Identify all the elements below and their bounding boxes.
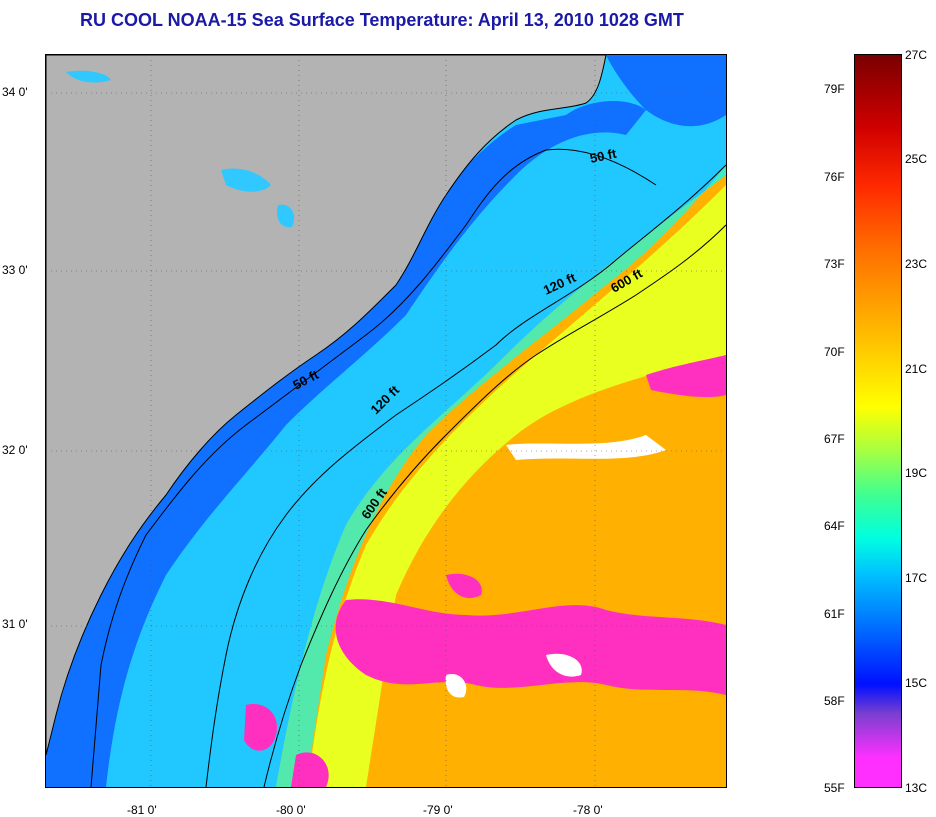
colorbar-f-61: 61F bbox=[824, 607, 845, 621]
inland-lake-3 bbox=[66, 70, 111, 83]
colorbar-f-67: 67F bbox=[824, 432, 845, 446]
colorbar-c-17: 17C bbox=[905, 571, 928, 585]
no-data-areas bbox=[445, 435, 666, 698]
ocean-yellow-band bbox=[308, 175, 726, 787]
colorbar-c-25: 25C bbox=[905, 152, 928, 166]
temperature-colorbar bbox=[854, 54, 902, 788]
sst-map[interactable]: 50 ft 50 ft 120 ft 120 ft 600 ft 600 ft bbox=[45, 54, 727, 788]
colorbar-f-58: 58F bbox=[824, 694, 845, 708]
lat-label-33: 33 0' bbox=[2, 263, 28, 277]
lon-label-78: -78 0' bbox=[573, 803, 603, 817]
colorbar-f-76: 76F bbox=[824, 170, 845, 184]
ocean-nearshore-blue bbox=[46, 100, 646, 787]
lat-label-34: 34 0' bbox=[2, 85, 28, 99]
lon-label-81: -81 0' bbox=[127, 803, 157, 817]
colorbar-c-19: 19C bbox=[905, 466, 928, 480]
contour-120ft bbox=[205, 164, 726, 787]
lat-label-32: 32 0' bbox=[2, 443, 28, 457]
colorbar-f-73: 73F bbox=[824, 257, 845, 271]
land-mass bbox=[46, 55, 607, 756]
colorbar-c-15: 15C bbox=[905, 676, 928, 690]
colorbar-f-64: 64F bbox=[824, 519, 845, 533]
ocean-northeast-blue bbox=[606, 55, 726, 127]
inland-lake bbox=[221, 168, 271, 192]
colorbar-c-23: 23C bbox=[905, 257, 928, 271]
colorbar-c-13: 13C bbox=[905, 781, 928, 795]
contour-label-50ft-north: 50 ft bbox=[589, 146, 619, 166]
colorbar-c-27: 27C bbox=[905, 48, 928, 62]
colorbar-f-70: 70F bbox=[824, 345, 845, 359]
inland-lake-2 bbox=[276, 204, 295, 228]
colorbar-f-55: 55F bbox=[824, 781, 845, 795]
lat-label-31: 31 0' bbox=[2, 617, 28, 631]
grid-lines bbox=[46, 55, 726, 787]
colorbar-c-21: 21C bbox=[905, 362, 928, 376]
contour-600ft bbox=[263, 224, 726, 787]
colorbar-f-79: 79F bbox=[824, 82, 845, 96]
contour-50ft bbox=[90, 148, 657, 787]
map-title: RU COOL NOAA-15 Sea Surface Temperature:… bbox=[80, 10, 684, 30]
lon-label-79: -79 0' bbox=[423, 803, 453, 817]
lon-label-80: -80 0' bbox=[276, 803, 306, 817]
sst-map-canvas: 50 ft 50 ft 120 ft 120 ft 600 ft 600 ft bbox=[46, 55, 726, 787]
cloud-mask-areas bbox=[244, 355, 726, 787]
